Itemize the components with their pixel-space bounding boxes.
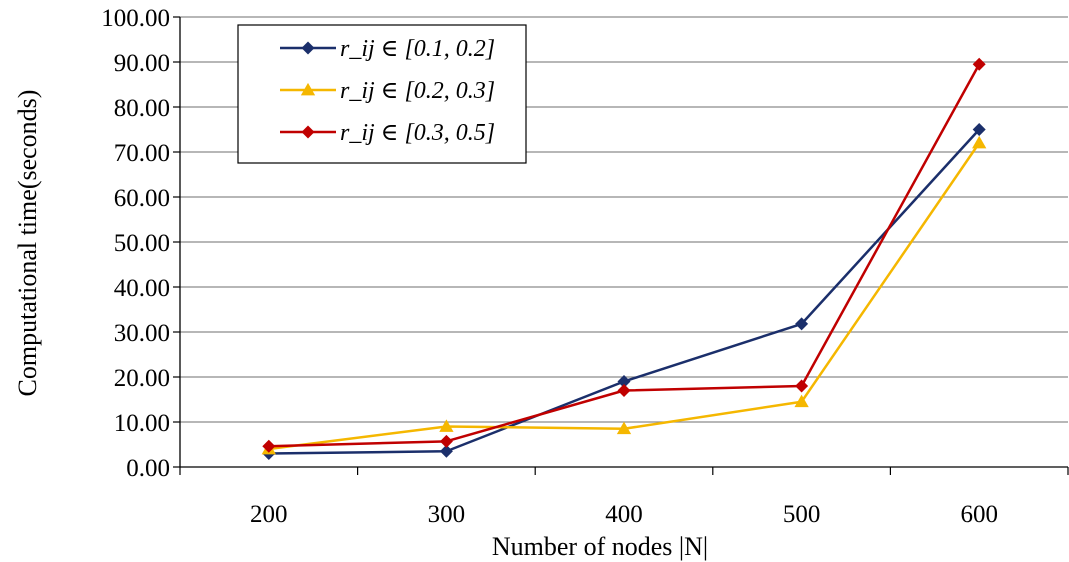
legend-item: r_ij ∈ [0.1, 0.2] xyxy=(280,36,495,62)
legend: r_ij ∈ [0.1, 0.2] r_ij ∈ [0.2, 0.3] r_ij ∈… xyxy=(237,24,527,164)
y-tick-label: 20.00 xyxy=(114,365,170,392)
y-tick-label: 90.00 xyxy=(114,50,170,77)
data-point-marker xyxy=(439,434,453,448)
data-point-marker xyxy=(795,379,809,393)
y-tick-label: 100.00 xyxy=(101,5,170,32)
y-tick-label: 50.00 xyxy=(114,230,170,257)
data-point-marker xyxy=(300,82,316,96)
x-tick-label: 400 xyxy=(605,501,643,528)
series-3 xyxy=(262,57,986,453)
data-point-marker xyxy=(439,444,453,458)
y-tick-label: 30.00 xyxy=(114,320,170,347)
legend-item: r_ij ∈ [0.3, 0.5] xyxy=(280,120,495,146)
y-tick-label: 70.00 xyxy=(114,140,170,167)
legend-item: r_ij ∈ [0.2, 0.3] xyxy=(280,78,495,104)
data-point-marker xyxy=(617,384,631,397)
data-point-marker xyxy=(301,41,315,55)
series-2 xyxy=(261,135,987,455)
x-tick-labels: 200 300 400 500 600 xyxy=(250,501,998,528)
y-tick-label: 80.00 xyxy=(114,95,170,122)
x-tick-label: 300 xyxy=(428,501,466,528)
data-point-marker xyxy=(972,123,986,136)
y-axis-title: Computational time(seconds) xyxy=(13,90,42,397)
y-tick-labels: 0.00 10.00 20.00 30.00 40.00 50.00 60.00 70.00 8… xyxy=(101,5,170,482)
series-line xyxy=(268,128,981,455)
y-tick-label: 60.00 xyxy=(114,185,170,212)
legend-label: r_ij ∈ [0.3, 0.5] xyxy=(340,120,495,146)
data-point-marker xyxy=(617,375,631,388)
y-tick-label: 40.00 xyxy=(114,275,170,302)
data-point-marker xyxy=(439,419,454,432)
data-point-marker xyxy=(794,394,809,408)
data-point-marker xyxy=(616,421,632,435)
x-tick-label: 500 xyxy=(783,501,821,528)
series-layer xyxy=(261,57,987,460)
y-tick-label: 10.00 xyxy=(114,410,170,437)
data-point-marker xyxy=(795,317,809,331)
data-point-marker xyxy=(262,439,276,453)
axes xyxy=(173,16,1069,475)
legend-label: r_ij ∈ [0.2, 0.3] xyxy=(340,78,495,104)
x-tick-label: 200 xyxy=(250,501,288,528)
data-point-marker xyxy=(972,135,987,149)
y-tick-label: 0.00 xyxy=(126,455,170,482)
data-point-marker xyxy=(972,57,986,71)
legend-label: r_ij ∈ [0.1, 0.2] xyxy=(340,36,495,62)
x-axis-title: Number of nodes |N| xyxy=(492,532,708,561)
x-tick-label: 600 xyxy=(960,501,998,528)
data-point-marker xyxy=(301,125,315,139)
series-line xyxy=(268,142,981,451)
